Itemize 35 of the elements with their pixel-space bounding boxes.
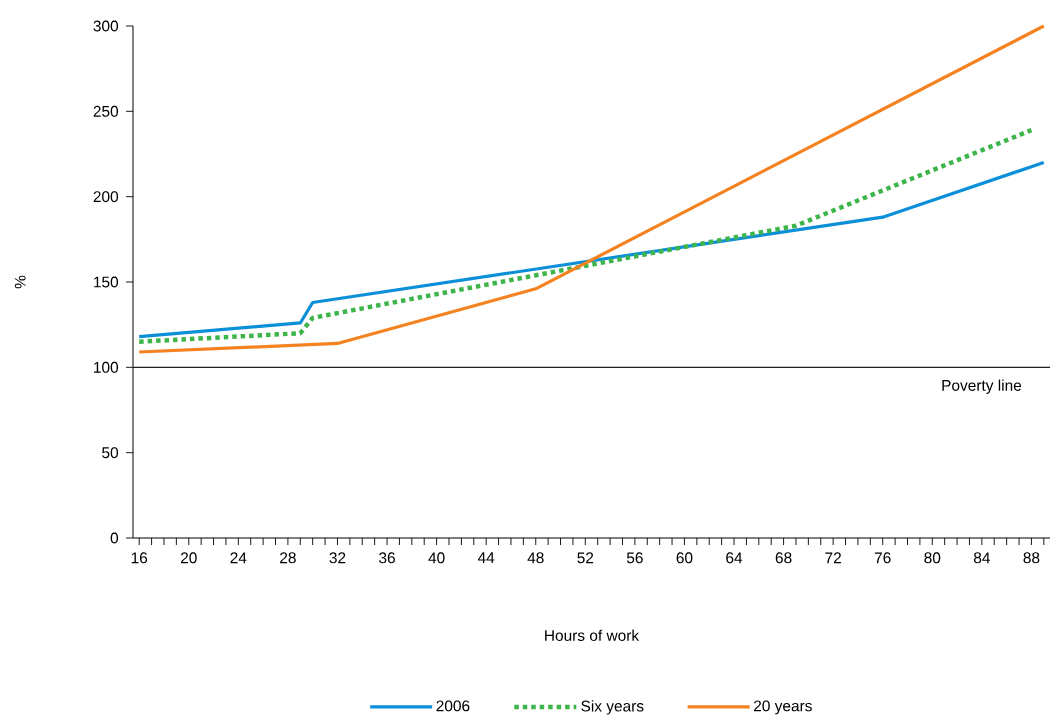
x-tick-label: 60: [676, 552, 693, 564]
x-tick-label: 64: [726, 552, 743, 564]
y-tick-label: 200: [93, 191, 119, 203]
x-tick-label: 52: [577, 552, 594, 564]
y-tick-label: 300: [93, 20, 119, 32]
x-tick-label: 88: [1023, 552, 1040, 564]
x-tick-label: 72: [825, 552, 841, 564]
y-tick-label: 0: [110, 532, 119, 544]
y-tick-label: 250: [93, 105, 119, 117]
x-tick-label: 44: [477, 552, 495, 563]
y-tick-label: 100: [94, 361, 119, 373]
x-tick-label: 48: [527, 552, 544, 564]
y-tick-label: 50: [102, 447, 119, 459]
y-axis-title: %: [14, 275, 26, 289]
x-tick-label: 40: [428, 552, 445, 564]
legend-label: 20 years: [754, 700, 812, 715]
line-series: [136, 127, 1034, 344]
x-tick-label: 68: [775, 552, 792, 564]
x-tick-label: 32: [329, 552, 346, 564]
x-tick-label: 80: [924, 552, 941, 564]
line-series: [137, 160, 1046, 339]
x-tick-label: 20: [180, 552, 197, 564]
ref-line-label: Poverty line: [942, 379, 1022, 394]
line-series: [137, 24, 1046, 354]
x-tick-label: 36: [379, 552, 395, 564]
x-tick-label: 56: [626, 552, 643, 564]
y-tick-label: 150: [94, 276, 119, 288]
legend-label: Six years: [581, 700, 644, 715]
x-axis-title: Hours of work: [545, 629, 640, 641]
x-tick-label: 24: [230, 552, 247, 564]
legend-label: 2006: [436, 700, 470, 712]
x-tick-label: 76: [874, 552, 891, 564]
x-tick-label: 84: [973, 552, 990, 564]
x-tick-label: 16: [131, 552, 148, 564]
x-tick-label: 28: [280, 552, 296, 564]
